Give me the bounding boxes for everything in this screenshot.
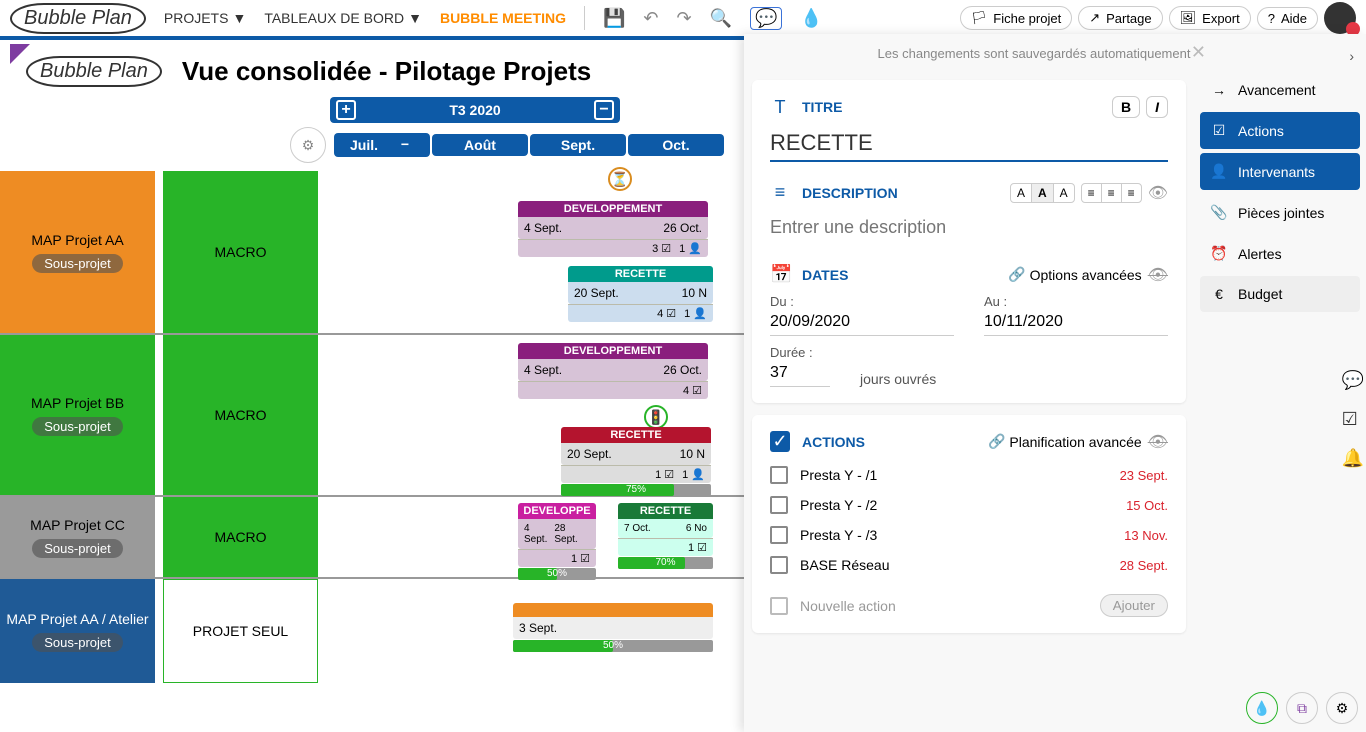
marker-hourglass: ⏳	[608, 167, 632, 191]
gear-icon[interactable]: ⚙	[290, 127, 326, 163]
italic-button[interactable]: I	[1146, 96, 1168, 118]
project-logo: Bubble Plan	[26, 56, 162, 87]
title-icon: T	[770, 97, 790, 118]
footer-copy-icon[interactable]: ⧉	[1286, 692, 1318, 724]
desc-label: DESCRIPTION	[802, 185, 898, 201]
logo: Bubble Plan	[10, 3, 146, 34]
side-pieces[interactable]: 📎Pièces jointes	[1200, 194, 1360, 231]
actions-label: ACTIONS	[802, 434, 865, 450]
marker-traffic: 🚦	[644, 405, 668, 429]
actions-icon: ✓	[770, 431, 790, 452]
month-sept[interactable]: Sept.	[530, 134, 626, 156]
partage-button[interactable]: ↗ Partage	[1078, 6, 1162, 30]
eye-actions-icon[interactable]: 👁	[1148, 432, 1168, 452]
task-bb-recette[interactable]: RECETTE 20 Sept.10 N 1 ☑1 👤 75%	[561, 427, 711, 496]
strip-check-icon[interactable]: ☑	[1342, 409, 1364, 430]
footer-gear-icon[interactable]: ⚙	[1326, 692, 1358, 724]
strip-chat-icon[interactable]: 💬	[1342, 370, 1364, 391]
du-label: Du :	[770, 294, 794, 309]
close-icon[interactable]: ✕	[1191, 42, 1206, 63]
align-group[interactable]: ≡≡≡	[1081, 183, 1142, 203]
date-from[interactable]: 20/09/2020	[770, 309, 954, 336]
date-to[interactable]: 10/11/2020	[984, 309, 1168, 336]
export-button[interactable]: 🖼 Export	[1169, 6, 1251, 30]
action-1[interactable]: Presta Y - /123 Sept.	[770, 460, 1168, 490]
task-cc-recette[interactable]: RECETTE 7 Oct.6 No 1 ☑ 70%	[618, 503, 713, 569]
side-actions[interactable]: ☑Actions	[1200, 112, 1360, 149]
footer-drop-icon[interactable]: 💧	[1246, 692, 1278, 724]
drop-icon[interactable]: 💧	[800, 8, 822, 29]
action-3[interactable]: Presta Y - /313 Nov.	[770, 520, 1168, 550]
month-oct[interactable]: Oct.	[628, 134, 724, 156]
chat-icon[interactable]: 💬	[750, 7, 782, 30]
title-input[interactable]	[770, 126, 1168, 162]
side-alertes[interactable]: ⏰Alertes	[1200, 235, 1360, 272]
eye-dates-icon[interactable]: 👁	[1148, 265, 1168, 285]
duree-value[interactable]: 37	[770, 360, 830, 387]
save-icon[interactable]: 💾	[603, 8, 625, 29]
macro-aa[interactable]: MACRO	[163, 171, 318, 333]
quarter-header[interactable]: +T3 2020−	[330, 97, 620, 123]
autosave-text: Les changements sont sauvegardés automat…	[744, 34, 1324, 73]
eye-icon[interactable]: 👁	[1148, 183, 1168, 203]
redo-icon[interactable]: ↷	[676, 8, 691, 29]
project-cc[interactable]: MAP Projet CCSous-projet	[0, 497, 155, 577]
page-title: Vue consolidée - Pilotage Projets	[182, 56, 591, 87]
task-bb-dev[interactable]: DEVELOPPEMENT 4 Sept.26 Oct. 4 ☑	[518, 343, 708, 399]
desc-icon: ≡	[770, 182, 790, 203]
task-cc-dev[interactable]: DEVELOPPE 4 Sept.28 Sept. 1 ☑ 50%	[518, 503, 596, 580]
action-4[interactable]: BASE Réseau28 Sept.	[770, 550, 1168, 580]
macro-cc[interactable]: MACRO	[163, 497, 318, 577]
nav-tableaux[interactable]: TABLEAUX DE BORD ▼	[264, 10, 422, 26]
search-icon[interactable]: 🔍	[710, 8, 732, 29]
projet-seul[interactable]: PROJET SEUL	[163, 579, 318, 683]
macro-bb[interactable]: MACRO	[163, 335, 318, 495]
side-avancement[interactable]: →Avancement	[1200, 72, 1360, 108]
font-size-group[interactable]: AAA	[1010, 183, 1075, 203]
nav-bubble-meeting[interactable]: BUBBLE MEETING	[440, 10, 566, 26]
side-budget[interactable]: €Budget	[1200, 276, 1360, 312]
bold-button[interactable]: B	[1112, 96, 1140, 118]
advanced-planning[interactable]: 🔗 Planification avancée	[988, 432, 1142, 452]
strip-bell-icon[interactable]: 🔔	[1342, 448, 1364, 469]
project-aa[interactable]: MAP Projet AASous-projet	[0, 171, 155, 333]
month-juil[interactable]: Juil.−	[334, 133, 430, 157]
project-aa-atelier[interactable]: MAP Projet AA / AtelierSous-projet	[0, 579, 155, 683]
description-input[interactable]	[770, 211, 1168, 244]
new-action-label: Nouvelle action	[800, 598, 896, 614]
task-aa-dev[interactable]: DEVELOPPEMENT 4 Sept.26 Oct. 3 ☑1 👤	[518, 201, 708, 257]
advanced-options[interactable]: 🔗 Options avancées	[1008, 265, 1142, 285]
action-2[interactable]: Presta Y - /215 Oct.	[770, 490, 1168, 520]
avatar[interactable]	[1324, 2, 1356, 34]
month-aout[interactable]: Août	[432, 134, 528, 156]
nav-projets[interactable]: PROJETS ▼	[164, 10, 246, 26]
duree-label: Durée :	[770, 345, 813, 360]
duree-unit: jours ouvrés	[860, 344, 1168, 387]
project-bb[interactable]: MAP Projet BBSous-projet	[0, 335, 155, 495]
aide-button[interactable]: ? Aide	[1257, 7, 1318, 30]
fiche-projet-button[interactable]: 🏳 Fiche projet	[960, 6, 1072, 30]
undo-icon[interactable]: ↶	[643, 8, 658, 29]
title-label: TITRE	[802, 99, 842, 115]
dates-icon: 📅	[770, 264, 790, 285]
side-intervenants[interactable]: 👤Intervenants	[1200, 153, 1360, 190]
add-action-button[interactable]: Ajouter	[1100, 594, 1168, 617]
dates-label: DATES	[802, 267, 848, 283]
au-label: Au :	[984, 294, 1007, 309]
task-aa-recette[interactable]: RECETTE 20 Sept.10 N 4 ☑1 👤	[568, 266, 713, 322]
task-atelier[interactable]: 3 Sept. 50%	[513, 603, 713, 652]
